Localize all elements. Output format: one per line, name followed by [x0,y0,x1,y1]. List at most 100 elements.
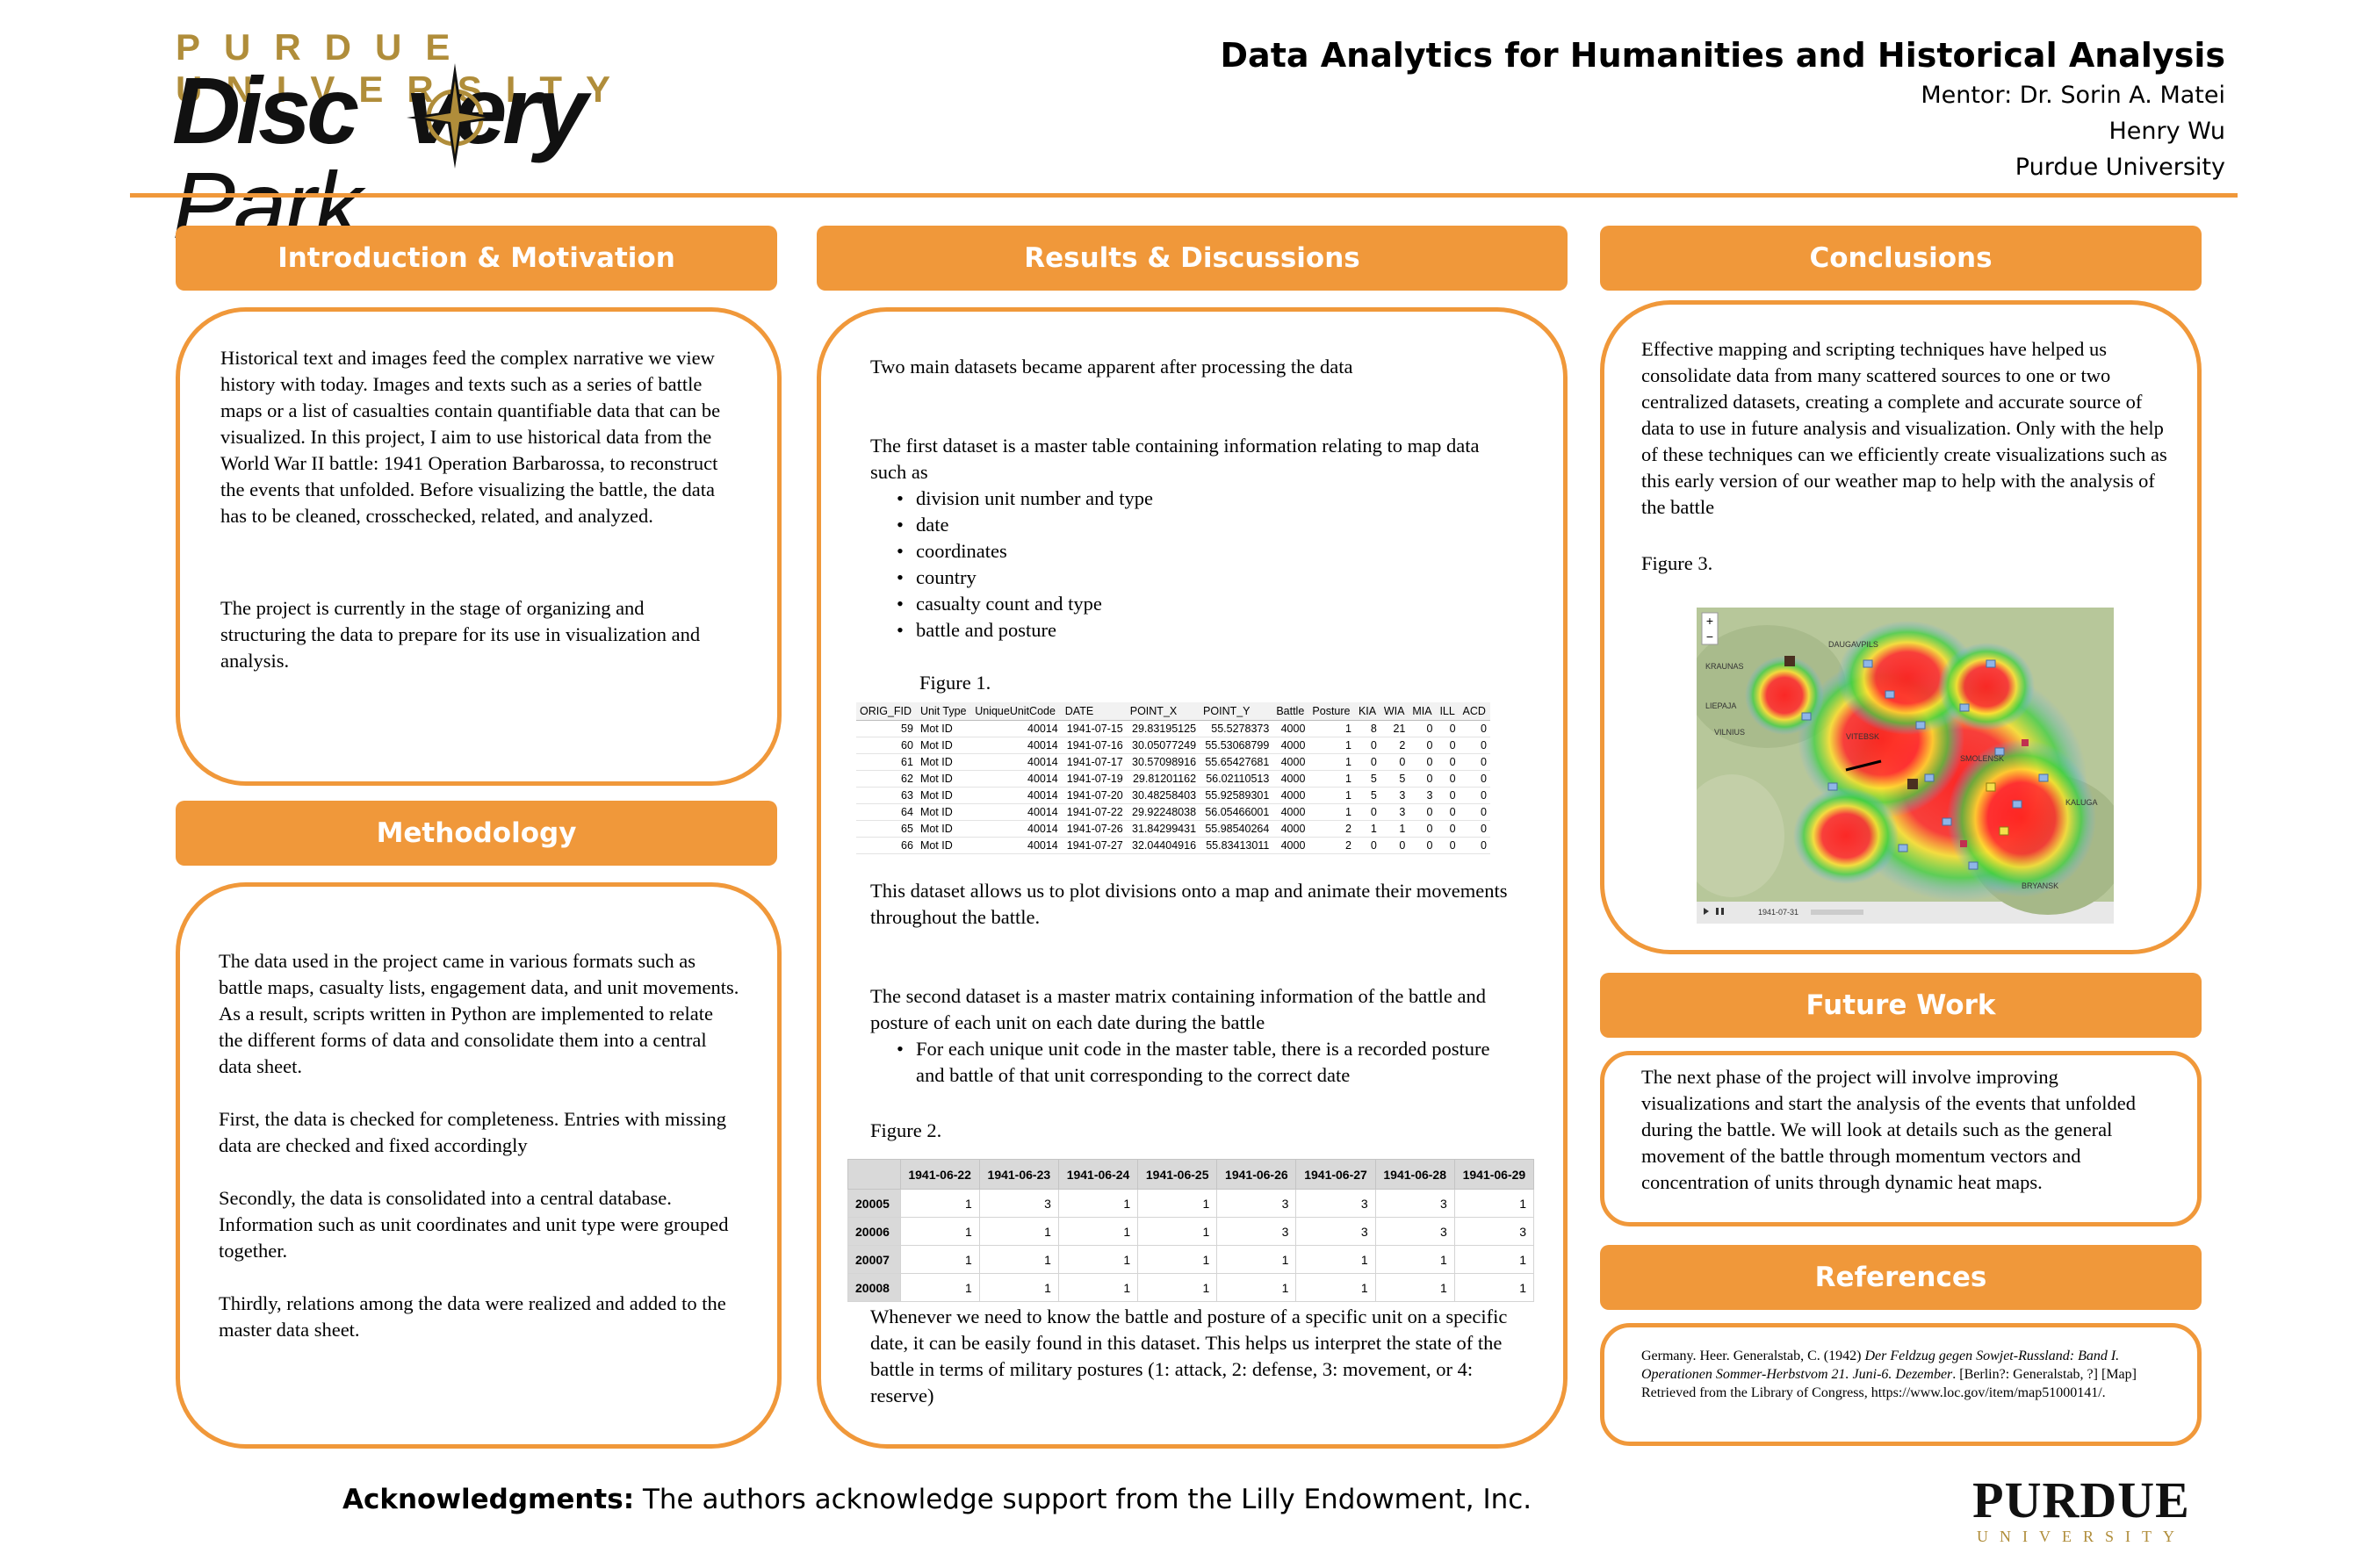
map-zoom-out[interactable]: − [1706,629,1713,644]
table-cell: 29.83195125 [1126,720,1200,737]
table-cell: 65 [856,820,917,838]
table-header: Battle [1272,702,1309,721]
purdue-logo-name: PURDUE [1972,1471,2190,1528]
map-label: VITEBSK [1846,732,1879,741]
table-row: 59 Mot ID 40014 1941-07-15 29.83195125 55.527… [856,720,1490,737]
purdue-logo-sub: UNIVERSITY [1977,1528,2186,1545]
table-row: 65 Mot ID 40014 1941-07-26 31.84299431 55.985… [856,820,1490,838]
table-cell: 3 [1374,1189,1455,1218]
table-cell: 4000 [1272,720,1309,737]
table-cell: 1 [1137,1273,1218,1302]
fig2-caption: Figure 2. [870,1119,942,1141]
table-header: MIA [1409,702,1437,721]
mentor: Mentor: Dr. Sorin A. Matei [1921,82,2225,109]
logo-main-b: very [406,57,587,163]
list-item: battle and posture [897,617,1520,644]
table-cell: 3 [1409,787,1437,804]
table-cell: Mot ID [916,737,972,754]
table-cell: 8 [1354,720,1380,737]
table-cell: 0 [1436,737,1460,754]
table-row: 60 Mot ID 40014 1941-07-16 30.05077249 55.530… [856,737,1490,754]
methodology-p2: First, the data is checked for completen… [219,1108,727,1156]
fig2-corner [847,1159,901,1190]
map-label: VILNIUS [1714,728,1745,737]
results-p1: Two main datasets became apparent after … [870,356,1353,378]
table-cell: 30.05077249 [1126,737,1200,754]
table-cell: 40014 [971,720,1062,737]
map-label: DAUGAVPILS [1828,640,1878,649]
table-row: 63 Mot ID 40014 1941-07-20 30.48258403 55.925… [856,787,1490,804]
map-label: KRAUNAS [1705,662,1744,671]
table-cell: 1 [1308,753,1355,771]
table-cell: 1 [1453,1245,1535,1274]
table-row: 61 Mot ID 40014 1941-07-17 30.57098916 55.654… [856,753,1490,771]
map-zoom-in[interactable]: + [1706,614,1713,628]
table-cell: 5 [1354,770,1380,788]
table-cell: 1 [1308,787,1355,804]
table-cell: 63 [856,787,917,804]
row-header: 20005 [847,1189,901,1218]
table-cell: 0 [1436,803,1460,821]
table-cell: 1941-07-27 [1061,837,1127,854]
table-cell: 40014 [971,820,1062,838]
future-heading: Future Work [1600,973,2202,1038]
future-p1: The next phase of the project will invol… [1641,1066,2136,1193]
list-item: division unit number and type [897,486,1520,512]
table-cell: 1 [1374,1273,1455,1302]
table-header: ILL [1436,702,1460,721]
timeline-slider[interactable] [1811,910,1863,915]
methodology-p3: Secondly, the data is consolidated into … [219,1187,729,1262]
table-cell: 4000 [1272,803,1309,821]
methodology-heading: Methodology [176,801,777,866]
table-header: 1941-06-26 [1216,1159,1297,1190]
table-cell: 0 [1380,837,1409,854]
table-cell: 1 [1295,1273,1376,1302]
fig3-caption: Figure 3. [1641,552,1713,574]
table-cell: 1941-07-15 [1061,720,1127,737]
table-header: ACD [1459,702,1490,721]
results-p4: The second dataset is a master matrix co… [870,985,1487,1033]
fig1-caption: Figure 1. [919,672,991,694]
table-cell: 30.48258403 [1126,787,1200,804]
table-cell: 0 [1436,837,1460,854]
map-label: SMOLENSK [1960,754,2004,763]
table-cell: 1941-07-26 [1061,820,1127,838]
table-row: 20006 1 1 1 1 3 3 3 3 [847,1217,1535,1246]
table-cell: 1 [1453,1273,1535,1302]
table-header: 1941-06-24 [1057,1159,1139,1190]
table-cell: 1 [1374,1245,1455,1274]
table-cell: 0 [1354,753,1380,771]
list-item: country [897,565,1520,591]
table-cell: 29.81201162 [1126,770,1200,788]
play-icon[interactable] [1704,908,1709,915]
table-cell: 1941-07-16 [1061,737,1127,754]
table-cell: Mot ID [916,837,972,854]
table-cell: 0 [1409,820,1437,838]
intro-heading: Introduction & Motivation [176,226,777,291]
reference-title: Der Feldzug gegen Sowjet-Russland: Band … [1641,1349,2120,1382]
table-cell: 55.92589301 [1200,787,1273,804]
table-cell: 0 [1380,753,1409,771]
table-cell: 1 [899,1217,980,1246]
table-cell: 0 [1459,770,1490,788]
table-cell: Mot ID [916,720,972,737]
table-cell: 1 [1308,737,1355,754]
table-cell: 1 [1453,1189,1535,1218]
table-cell: 0 [1409,770,1437,788]
table-cell: 1 [1137,1189,1218,1218]
table-cell: 1 [1057,1217,1139,1246]
future-box: The next phase of the project will invol… [1600,1051,2202,1226]
table-header: DATE [1061,702,1127,721]
table-cell: 4000 [1272,837,1309,854]
pause-icon[interactable] [1716,908,1719,915]
table-cell: 1 [1137,1217,1218,1246]
table-cell: 66 [856,837,917,854]
table-cell: 1941-07-20 [1061,787,1127,804]
map-date: 1941-07-31 [1758,908,1798,917]
table-cell: 1 [1354,820,1380,838]
table-header: Posture [1308,702,1355,721]
table-cell: 59 [856,720,917,737]
reference-part-a: Germany. Heer. Generalstab, C. (1942) [1641,1349,1865,1363]
table-cell: 55.5278373 [1200,720,1273,737]
results-heading: Results & Discussions [817,226,1568,291]
